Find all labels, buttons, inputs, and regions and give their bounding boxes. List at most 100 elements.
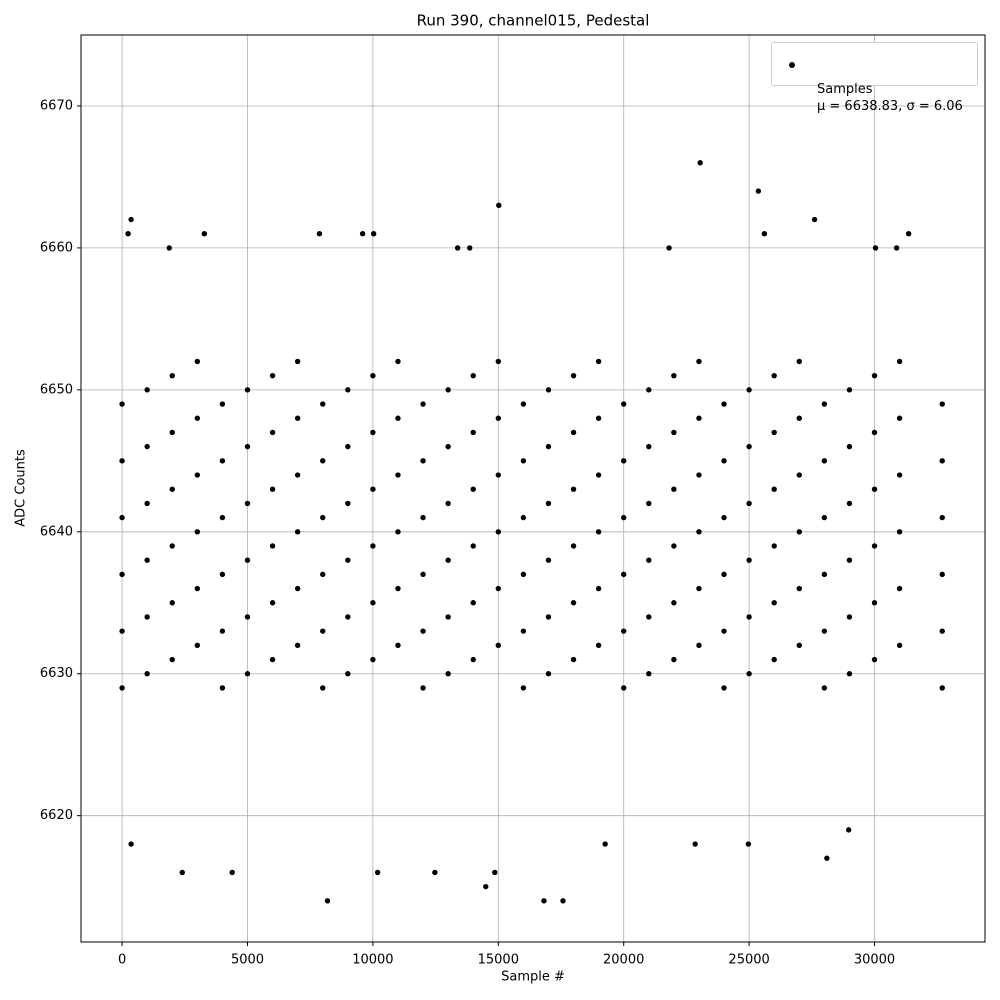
point (370, 656, 376, 663)
point (745, 841, 752, 847)
point (721, 514, 727, 521)
point (821, 514, 828, 521)
point (420, 458, 426, 464)
y-axis-label: ADC Counts (14, 449, 29, 527)
point (470, 543, 476, 549)
point (746, 614, 752, 620)
point (939, 458, 945, 464)
point (432, 869, 438, 876)
point (269, 486, 276, 492)
point (595, 585, 602, 592)
point (746, 500, 752, 507)
point (771, 372, 777, 379)
point (671, 486, 677, 492)
point (144, 500, 150, 507)
point (467, 245, 473, 251)
point (621, 685, 627, 691)
point (771, 543, 777, 549)
point (496, 202, 502, 209)
point (520, 458, 527, 464)
point (370, 231, 377, 237)
point (219, 514, 226, 521)
point (269, 429, 276, 436)
point (179, 869, 185, 876)
point (520, 628, 527, 634)
point (320, 458, 326, 464)
point (846, 387, 853, 393)
point (395, 529, 401, 535)
point (269, 656, 276, 663)
point (595, 358, 602, 365)
point (119, 628, 125, 634)
point (370, 486, 376, 492)
point (119, 514, 125, 521)
y-tick-label: 6660 (40, 240, 73, 255)
point (721, 401, 727, 407)
point (144, 443, 150, 450)
point (520, 571, 527, 578)
point (871, 656, 878, 663)
point (796, 472, 802, 478)
point (746, 387, 752, 393)
point (746, 671, 752, 677)
point (646, 614, 652, 620)
point (796, 358, 802, 365)
point (696, 415, 702, 421)
point (821, 458, 828, 464)
legend-marker (789, 62, 795, 68)
point (294, 529, 301, 535)
y-tick-label: 6670 (40, 98, 73, 113)
point (244, 387, 251, 393)
point (320, 571, 326, 578)
point (520, 401, 527, 407)
point (169, 429, 175, 436)
point (395, 415, 401, 421)
point (570, 543, 577, 549)
point (671, 656, 677, 663)
point (796, 415, 802, 421)
point (445, 557, 451, 563)
plot-frame (80, 34, 986, 943)
point (621, 628, 627, 634)
point (646, 557, 652, 563)
point (905, 231, 912, 237)
point (395, 585, 401, 592)
point (294, 472, 301, 478)
point (721, 628, 727, 634)
point (144, 557, 150, 563)
point (495, 358, 502, 365)
point (294, 415, 301, 421)
point (666, 245, 672, 251)
point (746, 443, 752, 450)
point (696, 529, 702, 535)
point (939, 401, 945, 407)
point (520, 685, 527, 691)
point (771, 429, 777, 436)
point (166, 245, 172, 251)
point (445, 671, 451, 677)
point (570, 486, 577, 492)
point (871, 372, 878, 379)
point (939, 514, 945, 521)
point (269, 600, 276, 606)
point (671, 372, 677, 379)
point (219, 571, 226, 578)
point (316, 231, 323, 237)
point (244, 557, 251, 563)
point (541, 898, 547, 904)
point (595, 642, 602, 649)
point (194, 415, 201, 421)
point (470, 372, 476, 379)
point (244, 500, 251, 507)
point (570, 372, 577, 379)
point (169, 486, 175, 492)
point (621, 514, 627, 521)
point (420, 685, 426, 691)
point (395, 642, 401, 649)
point (320, 401, 326, 407)
point (821, 685, 828, 691)
point (846, 500, 853, 507)
point (445, 500, 451, 507)
point (345, 671, 351, 677)
